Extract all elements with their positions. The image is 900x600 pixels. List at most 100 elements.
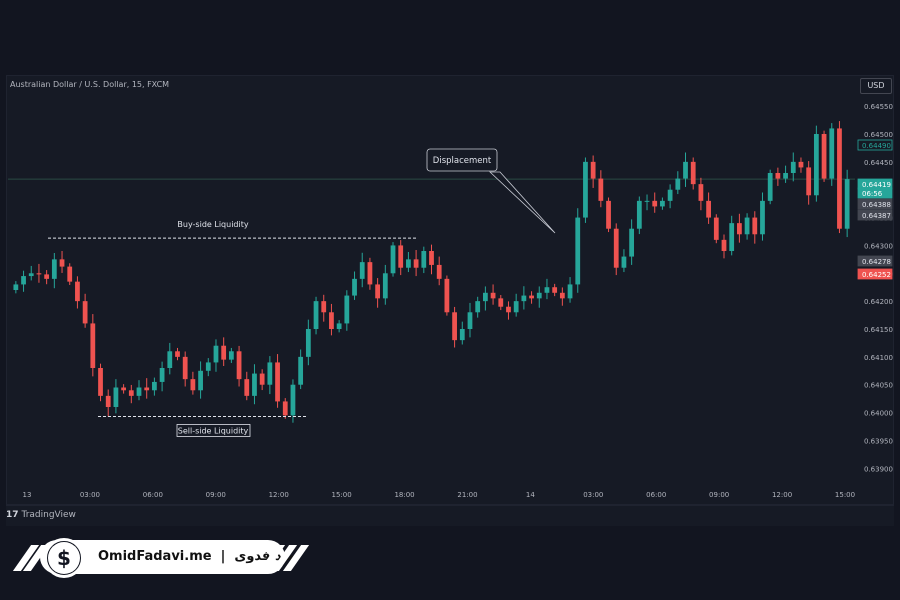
- price-tag-label: 0.64388: [862, 201, 891, 209]
- candle-down: [552, 287, 558, 293]
- candle-down: [798, 161, 804, 168]
- price-axis-label: 0.64000: [864, 410, 893, 418]
- candle-down: [775, 173, 781, 179]
- candle-down: [690, 161, 696, 185]
- candle-down: [559, 292, 565, 299]
- candle-up: [352, 278, 357, 296]
- price-axis-label: 0.64100: [864, 354, 893, 362]
- displacement-callout-box: [426, 148, 498, 172]
- candle-down: [175, 351, 180, 357]
- candle-up: [13, 284, 19, 290]
- candle-down: [59, 259, 65, 267]
- candle-up: [644, 200, 650, 202]
- candle-up: [729, 223, 735, 251]
- candle-down: [75, 281, 80, 302]
- candle-down: [275, 362, 280, 402]
- candle-up: [660, 200, 665, 207]
- candle-up: [683, 161, 688, 179]
- candle-up: [790, 161, 796, 173]
- candle-up: [336, 323, 342, 329]
- candle-down: [221, 345, 227, 360]
- buy-side-liquidity-label: Buy-side Liquidity: [177, 220, 248, 229]
- time-axis-label: 09:00: [709, 491, 729, 499]
- price-axis-label: 0.63950: [864, 437, 893, 445]
- candle-up: [583, 161, 588, 218]
- price-axis-label: 0.64050: [864, 382, 893, 390]
- candle-down: [121, 387, 126, 391]
- candle-up: [667, 189, 673, 201]
- candle-down: [436, 264, 442, 279]
- candle-down: [752, 217, 758, 235]
- price-axis-label: 0.64550: [864, 103, 893, 111]
- candle-up: [305, 329, 311, 357]
- candle-up: [475, 301, 481, 313]
- candle-down: [713, 217, 719, 240]
- candle-down: [590, 161, 596, 179]
- candle-down: [105, 395, 111, 407]
- price-tag-label: 0.64490: [862, 142, 891, 150]
- candle-up: [521, 295, 527, 302]
- currency-button[interactable]: USD: [860, 78, 892, 94]
- candle-up: [536, 292, 542, 299]
- candle-down: [282, 401, 288, 416]
- price-tag: [857, 268, 893, 280]
- candle-down: [236, 351, 242, 380]
- price-axis-label: 0.64300: [864, 242, 893, 250]
- candle-up: [136, 387, 142, 396]
- candle-down: [498, 298, 504, 307]
- sell-side-liquidity-label: Sell-side Liquidity: [178, 426, 249, 435]
- candle-up: [51, 259, 57, 279]
- candle-down: [182, 356, 188, 380]
- candle-up: [575, 217, 581, 285]
- candle-up: [267, 362, 273, 385]
- candle-down: [67, 266, 73, 282]
- candle-up: [844, 179, 850, 229]
- candle-down: [329, 312, 334, 329]
- time-axis-label: 06:00: [646, 491, 666, 499]
- candle-up: [28, 273, 34, 277]
- candle-up: [21, 276, 26, 285]
- chart-title: Australian Dollar / U.S. Dollar, 15, FXC…: [10, 80, 170, 89]
- candle-down: [806, 167, 812, 196]
- candle-up: [482, 292, 488, 302]
- time-axis-label: 21:00: [457, 491, 477, 499]
- candle-up: [813, 134, 819, 196]
- candle-down: [367, 262, 373, 285]
- candle-down: [706, 200, 711, 218]
- candle-up: [675, 178, 681, 190]
- candle-up: [544, 287, 550, 293]
- time-axis-label: 12:00: [772, 491, 792, 499]
- time-axis-label: 15:00: [332, 491, 352, 499]
- candle-up: [421, 251, 427, 268]
- time-axis-label: 03:00: [583, 491, 603, 499]
- candle-up: [744, 217, 750, 235]
- price-tag-label: 06:56: [862, 190, 883, 198]
- displacement-label: Displacement: [433, 156, 492, 166]
- candle-down: [321, 301, 327, 313]
- candle-down: [259, 373, 265, 385]
- candle-down: [398, 245, 404, 268]
- candle-down: [490, 292, 496, 299]
- chart-panel[interactable]: [6, 75, 894, 505]
- candle-down: [506, 306, 511, 313]
- candle-up: [390, 245, 396, 274]
- candle-down: [128, 390, 134, 396]
- candle-down: [44, 274, 50, 279]
- candle-up: [382, 273, 388, 299]
- candle-up: [298, 356, 304, 385]
- candle-up: [252, 373, 257, 396]
- candle-down: [82, 301, 88, 324]
- candle-down: [144, 387, 150, 391]
- candle-up: [152, 381, 157, 391]
- candle-down: [606, 200, 611, 229]
- candle-down: [375, 284, 381, 299]
- candle-down: [613, 228, 619, 268]
- candle-up: [205, 362, 211, 371]
- candle-up: [359, 262, 365, 279]
- candle-up: [783, 173, 788, 179]
- price-tag: [857, 139, 893, 151]
- tradingview-logo[interactable]: 17 TradingView: [6, 510, 76, 520]
- price-axis-label: 0.64500: [864, 131, 893, 139]
- price-tag-label: 0.64278: [862, 258, 891, 266]
